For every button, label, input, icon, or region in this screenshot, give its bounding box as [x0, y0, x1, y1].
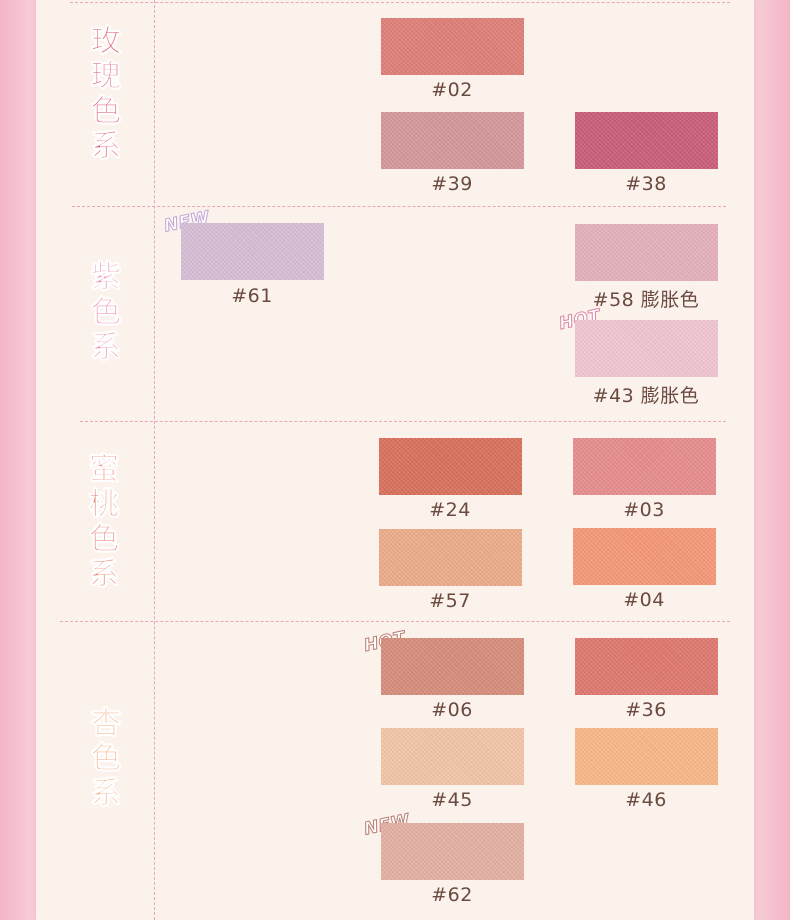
- swatch-label: #38: [625, 173, 667, 195]
- section-title-char: 系: [91, 776, 122, 812]
- swatch-label: #45: [431, 789, 473, 811]
- swatch-06[interactable]: [381, 638, 524, 695]
- divider-purple-peach: [80, 421, 726, 422]
- swatch-58[interactable]: [575, 224, 718, 281]
- swatch-02[interactable]: [381, 18, 524, 75]
- section-title-rose: 玫瑰色系: [86, 24, 126, 165]
- section-title-char: 桃: [89, 487, 120, 523]
- section-title-char: 瑰: [91, 59, 122, 95]
- swatch-61[interactable]: [181, 223, 324, 280]
- swatch-46[interactable]: [575, 728, 718, 785]
- section-title-char: 玫: [91, 24, 122, 60]
- divider-peach-apricot: [60, 621, 730, 622]
- section-title-char: 系: [91, 330, 122, 366]
- section-title-char: 色: [91, 94, 122, 130]
- swatch-03[interactable]: [573, 438, 716, 495]
- section-title-char: 系: [91, 129, 122, 165]
- swatch-label: #02: [431, 79, 473, 101]
- swatch-label: #36: [625, 699, 667, 721]
- divider-top: [70, 2, 730, 3]
- swatch-24[interactable]: [379, 438, 522, 495]
- swatch-label: #57: [429, 590, 471, 612]
- swatch-45[interactable]: [381, 728, 524, 785]
- swatch-label: #58 膨胀色: [592, 289, 700, 311]
- swatch-label: #62: [431, 884, 473, 906]
- section-title-char: 色: [91, 295, 122, 331]
- swatch-39[interactable]: [381, 112, 524, 169]
- swatch-04[interactable]: [573, 528, 716, 585]
- swatch-57[interactable]: [379, 529, 522, 586]
- divider-rose-purple: [72, 206, 726, 207]
- swatch-label: #24: [429, 499, 471, 521]
- section-title-char: 色: [89, 522, 120, 558]
- swatch-label: #46: [625, 789, 667, 811]
- swatch-label: #06: [431, 699, 473, 721]
- section-title-purple: 紫色系: [86, 260, 126, 366]
- section-title-peach: 蜜桃色系: [84, 452, 124, 593]
- section-title-char: 蜜: [89, 452, 120, 488]
- swatch-label: #03: [623, 499, 665, 521]
- section-title-apricot: 杏色系: [86, 706, 126, 812]
- swatch-label: #43 膨胀色: [592, 385, 700, 407]
- swatch-36[interactable]: [575, 638, 718, 695]
- section-title-char: 色: [91, 741, 122, 777]
- section-title-char: 紫: [91, 260, 122, 296]
- swatch-label: #61: [231, 285, 273, 307]
- section-title-char: 杏: [91, 706, 122, 742]
- swatch-43[interactable]: [575, 320, 718, 377]
- swatch-38[interactable]: [575, 112, 718, 169]
- swatch-62[interactable]: [381, 823, 524, 880]
- swatch-label: #04: [623, 589, 665, 611]
- swatch-label: #39: [431, 173, 473, 195]
- section-title-char: 系: [89, 557, 120, 593]
- divider-vertical: [154, 0, 155, 920]
